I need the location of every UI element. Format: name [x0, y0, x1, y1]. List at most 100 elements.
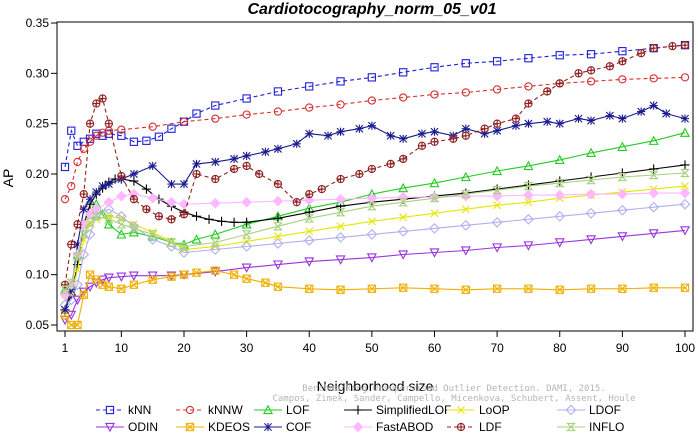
point-cof: [662, 109, 671, 118]
point-ldof: [460, 219, 472, 231]
legend-label-ldf: LDF: [479, 420, 502, 434]
point-kdeos: [618, 284, 627, 293]
point-fastabod: [554, 189, 566, 201]
point-cof: [104, 179, 113, 189]
x-tick-label: 30: [240, 341, 254, 355]
legend-label-odin: ODIN: [128, 420, 158, 434]
series-inflo: [60, 168, 690, 294]
legend-item-ldof: LDOF: [557, 403, 621, 417]
point-cof: [323, 131, 333, 140]
point-ldf: [449, 134, 458, 143]
point-inflo: [128, 224, 139, 233]
point-loop: [148, 228, 157, 237]
point-ldf: [73, 220, 82, 229]
point-fastabod: [523, 189, 534, 201]
point-ldf: [104, 119, 113, 128]
point-ldof: [303, 235, 315, 246]
point-knnw: [461, 88, 470, 97]
point-kdeos: [229, 270, 239, 279]
point-odin: [210, 267, 221, 277]
plot-frame: [56, 21, 694, 332]
x-tick-label: 10: [115, 341, 129, 355]
point-cof: [129, 169, 138, 179]
point-odin: [241, 263, 252, 273]
point-loop: [367, 217, 376, 226]
x-tick-label: 50: [365, 341, 379, 355]
point-ldf: [192, 169, 201, 179]
point-inflo: [398, 198, 409, 207]
legend-label-inflo: INFLO: [589, 420, 624, 434]
point-ldf: [574, 69, 583, 78]
point-ldof: [648, 201, 660, 213]
legend-label-fastabod: FastABOD: [376, 420, 434, 434]
point-cof: [211, 157, 220, 167]
point-inflo: [166, 238, 177, 247]
point-fastabod: [103, 196, 115, 208]
point-odin: [617, 232, 628, 242]
legend-label-cof: COF: [286, 420, 311, 434]
point-inflo: [179, 242, 189, 251]
point-kdeos: [649, 283, 658, 292]
point-inflo: [91, 212, 102, 221]
point-knnw: [336, 100, 345, 109]
legend-item-fastabod: FastABOD: [344, 420, 434, 434]
point-knnw: [179, 117, 189, 126]
legend-item-cof: COF: [254, 420, 311, 434]
point-inflo: [273, 222, 283, 231]
x-tick-label: 80: [553, 341, 567, 355]
point-lof: [191, 234, 202, 244]
point-loop: [336, 222, 345, 231]
point-cof: [305, 129, 314, 138]
series-knn: [60, 40, 690, 172]
point-knn: [142, 136, 151, 145]
point-fastabod: [648, 187, 659, 199]
point-inflo: [210, 238, 221, 247]
legend-label-simplifiedlof: SimplifiedLOF: [376, 403, 451, 417]
point-lof: [460, 171, 471, 182]
point-ldf: [637, 49, 646, 58]
point-cof: [355, 124, 364, 133]
point-loop: [399, 213, 408, 222]
point-kdeos: [104, 282, 113, 291]
point-cof: [417, 129, 427, 138]
point-odin: [460, 246, 471, 256]
point-cof: [543, 117, 552, 126]
point-cof: [292, 139, 301, 148]
legend-item-knnw: kNNW: [176, 403, 243, 417]
legend-swatch-simplifiedlof: [353, 405, 363, 415]
point-fastabod: [429, 191, 440, 203]
point-ldof: [241, 241, 252, 252]
point-lof: [241, 219, 252, 229]
point-kdeos: [211, 266, 220, 275]
point-odin: [116, 272, 127, 282]
point-ldf: [142, 205, 151, 214]
point-loop: [430, 209, 439, 218]
legend-swatch-knn: [105, 405, 115, 415]
point-simplifiedlof: [141, 184, 152, 194]
point-knnw: [524, 82, 533, 91]
point-kdeos: [129, 280, 139, 289]
point-knnw: [399, 93, 408, 102]
point-simplifiedlof: [191, 211, 202, 221]
point-odin: [85, 282, 96, 293]
point-ldof: [554, 210, 566, 222]
point-ldf: [524, 99, 533, 108]
point-knnw: [211, 114, 220, 123]
series-knnw: [60, 73, 690, 204]
point-ldof: [209, 244, 221, 255]
y-tick-label: 0.15: [26, 217, 50, 231]
point-knnw: [242, 110, 251, 119]
point-knn: [211, 101, 220, 110]
point-knn: [67, 126, 76, 135]
y-tick-label: 0.20: [26, 167, 50, 181]
point-knn: [367, 73, 377, 82]
legend-label-knnw: kNNW: [208, 403, 243, 417]
legend-item-odin: ODIN: [96, 420, 158, 434]
point-loop: [273, 232, 282, 241]
point-odin: [103, 273, 114, 283]
point-kdeos: [192, 268, 201, 277]
point-knn: [461, 59, 470, 68]
legend-label-knn: kNN: [128, 403, 151, 417]
point-knn: [117, 131, 126, 140]
point-ldf: [167, 215, 176, 224]
